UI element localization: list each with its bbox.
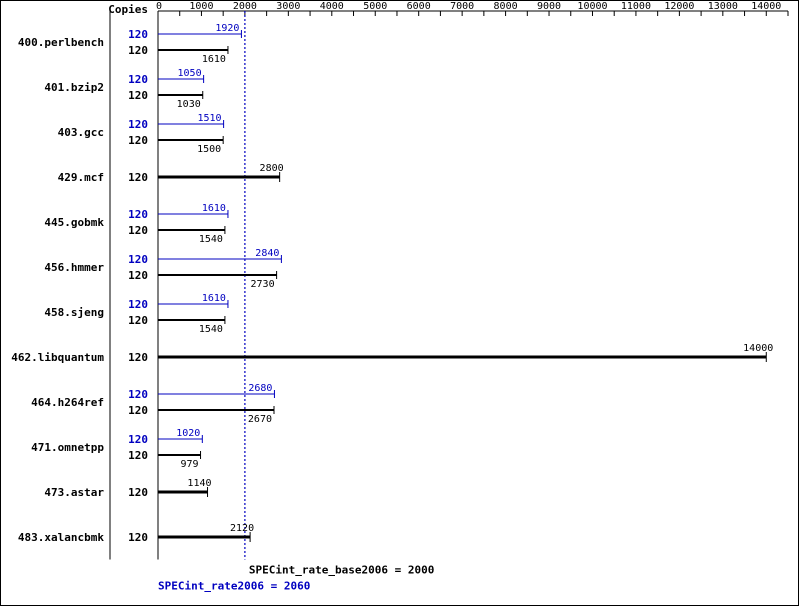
tick-label: 12000 [664,1,694,12]
tick-label: 14000 [751,1,781,12]
peak-value: 1610 [202,203,226,214]
copies-peak: 120 [128,118,148,131]
base-value: 1140 [187,478,211,489]
spec-rate-bar-chart: 0 1000 2000 3000 4000 5000 6000 7000 8000 9000 100… [0,0,799,606]
tick-label: 13000 [708,1,738,12]
copies-base: 120 [128,486,148,499]
benchmark-name: 403.gcc [58,126,104,139]
benchmark-name: 471.omnetpp [31,441,104,454]
base-value: 2120 [230,523,254,534]
copies-base: 120 [128,531,148,544]
copies-base: 120 [128,449,148,462]
base-value: 1540 [199,234,223,245]
copies-peak: 120 [128,253,148,266]
benchmark-name: 464.h264ref [31,396,104,409]
base-value: 14000 [743,343,773,354]
footer-base-label: SPECint_rate_base2006 = 2000 [249,564,434,577]
base-value: 1500 [197,144,221,155]
tick-label: 6000 [407,1,431,12]
benchmark-name: 401.bzip2 [44,81,104,94]
peak-value: 1920 [215,23,239,34]
copies-base: 120 [128,269,148,282]
benchmark-name: 473.astar [44,486,104,499]
base-value: 2670 [248,414,272,425]
benchmark-name: 462.libquantum [11,351,104,364]
chart-border [1,1,799,606]
copies-base: 120 [128,314,148,327]
benchmark-name: 429.mcf [58,171,104,184]
peak-value: 1510 [198,113,222,124]
copies-peak: 120 [128,28,148,41]
tick-label: 4000 [320,1,344,12]
benchmark-name: 483.xalancbmk [18,531,104,544]
copies-peak: 120 [128,433,148,446]
benchmark-name: 445.gobmk [44,216,104,229]
copies-peak: 120 [128,388,148,401]
copies-header: Copies [108,3,148,16]
benchmark-name: 458.sjeng [44,306,104,319]
peak-value: 2840 [255,248,279,259]
tick-label: 2000 [233,1,257,12]
base-value: 2730 [251,279,275,290]
copies-peak: 120 [128,73,148,86]
peak-value: 1020 [176,428,200,439]
tick-label: 10000 [577,1,607,12]
tick-label: 1000 [189,1,213,12]
benchmark-name: 456.hmmer [44,261,104,274]
copies-peak: 120 [128,208,148,221]
tick-label: 9000 [537,1,561,12]
peak-value: 1050 [178,68,202,79]
copies-base: 120 [128,224,148,237]
copies-base: 120 [128,134,148,147]
base-value: 1030 [177,99,201,110]
copies-base: 120 [128,351,148,364]
copies-base: 120 [128,44,148,57]
copies-peak: 120 [128,298,148,311]
benchmark-name: 400.perlbench [18,36,104,49]
tick-label: 5000 [363,1,387,12]
tick-label: 7000 [450,1,474,12]
base-value: 2800 [260,163,284,174]
tick-label: 11000 [621,1,651,12]
base-value: 1540 [199,324,223,335]
peak-value: 1610 [202,293,226,304]
peak-value: 2680 [248,383,272,394]
copies-base: 120 [128,404,148,417]
copies-base: 120 [128,171,148,184]
tick-label: 0 [156,1,162,12]
base-value: 1610 [202,54,226,65]
tick-label: 8000 [494,1,518,12]
footer-peak-label: SPECint_rate2006 = 2060 [158,580,310,593]
base-value: 979 [180,459,198,470]
tick-label: 3000 [276,1,300,12]
copies-base: 120 [128,89,148,102]
